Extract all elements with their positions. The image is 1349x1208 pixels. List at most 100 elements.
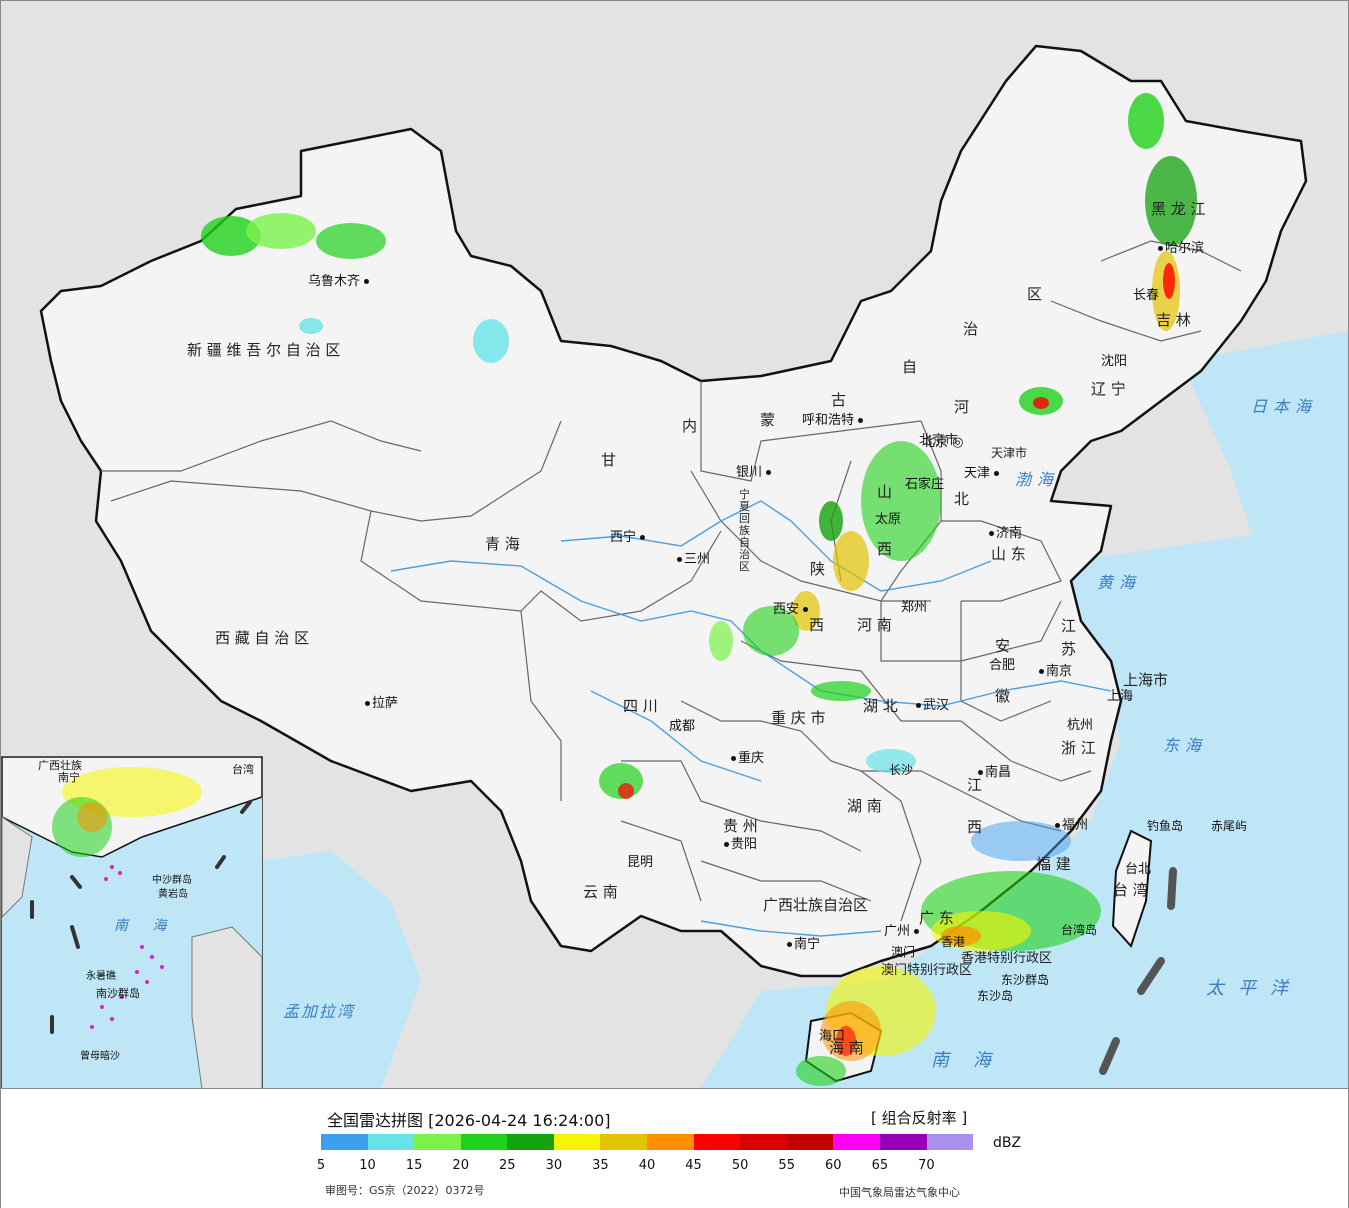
city-guiyang: 贵阳: [724, 833, 757, 852]
scale-swatch-9: [740, 1134, 787, 1150]
province-hebei-2: 北: [954, 490, 970, 508]
city-haikou-label: 海口: [819, 1029, 846, 1044]
city-nanjing: 南京: [1039, 660, 1072, 679]
province-hunan: 湖 南: [847, 797, 882, 815]
scale-swatch-5: [553, 1134, 601, 1150]
inset-zhongsha: 中沙群岛: [152, 875, 192, 886]
city-wuhan: 武汉: [916, 694, 949, 713]
inset-yongshu: 永暑礁: [86, 971, 116, 982]
city-yinchuan-dot: [766, 470, 772, 475]
province-ningxia: 宁夏回族自治区: [739, 488, 750, 573]
province-gansu: 甘: [601, 451, 617, 469]
province-shandong: 山 东: [991, 545, 1026, 563]
province-hebei-1: 河: [954, 398, 970, 416]
sea-nanhai: 南海: [931, 1050, 1015, 1071]
province-xinjiang: 新 疆 维 吾 尔 自 治 区: [187, 341, 341, 359]
scale-tick-70: 70: [918, 1158, 935, 1173]
province-liaoning: 辽 宁: [1091, 380, 1126, 398]
scale-tick-30: 30: [545, 1158, 563, 1173]
city-hangzhou-label: 杭州: [1067, 718, 1094, 733]
province-neimenggu-1: 内: [682, 417, 698, 435]
city-harbin-dot: [1158, 246, 1163, 251]
scale-tick-20: 20: [452, 1158, 469, 1173]
city-taiyuan: 太原: [875, 508, 901, 527]
city-beijing-label: 北京: [922, 435, 949, 450]
scale-swatch-13: [926, 1134, 974, 1150]
province-neimenggu-4: 自: [902, 358, 918, 376]
approval-number: 审图号：GS京（2022）0372号: [325, 1184, 485, 1197]
city-chengdu: 成都: [669, 715, 695, 734]
province-jiangxi-2: 西: [967, 818, 983, 836]
city-hohhot: 呼和浩特: [802, 409, 865, 428]
city-xining-label: 西宁: [610, 530, 637, 545]
scale-swatch-1: [367, 1134, 415, 1150]
province-neimenggu-5: 治: [963, 320, 979, 338]
unit-label: dBZ: [993, 1135, 1022, 1151]
scale-swatch-2: [414, 1134, 461, 1150]
city-changchun-label: 长春: [1133, 288, 1160, 303]
province-jiangxi-1: 江: [967, 776, 983, 794]
scale-swatch-6: [600, 1134, 648, 1150]
inset-nansha: 南沙群岛: [96, 987, 140, 1000]
province-taiwan: 台 湾: [1113, 881, 1148, 899]
city-chongqing-dot: [731, 756, 736, 761]
province-jiangsu-1: 江: [1061, 617, 1077, 635]
city-taibei: 台北: [1125, 858, 1151, 877]
scale-ticks: 5 10 15 20 25 30 35 40 45 50 55 60 65 70: [1, 1158, 1348, 1174]
scale-tick-15: 15: [405, 1158, 423, 1173]
city-xining-dot: [640, 535, 646, 540]
city-tianjin-dot: [994, 471, 1000, 476]
province-shanghai: 上海市: [1123, 671, 1169, 689]
scale-tick-65: 65: [871, 1158, 889, 1173]
scale-tick-45: 45: [685, 1158, 702, 1173]
city-xian: 西安: [773, 598, 810, 617]
city-guiyang-dot: [724, 842, 729, 847]
inset-svg: [2, 757, 262, 1088]
city-chengdu-label: 成都: [669, 719, 696, 734]
city-nanchang: 南昌: [978, 761, 1011, 780]
city-guiyang-label: 贵阳: [731, 837, 758, 852]
province-guizhou: 贵 州: [723, 817, 758, 835]
data-source: 中国气象局雷达气象中心: [839, 1186, 960, 1199]
province-hainan: 海 南: [829, 1039, 864, 1057]
city-hohhot-dot: [858, 418, 864, 423]
province-yunnan: 云 南: [583, 883, 618, 901]
city-tianjin-label: 天津: [964, 466, 991, 481]
scale-swatch-8: [693, 1134, 741, 1150]
sea-huanghai: 黄海: [1097, 573, 1142, 592]
city-lanzhou-dot: [677, 557, 682, 562]
inset-huangyan: 黄岩岛: [158, 889, 188, 900]
city-changchun: 长春: [1133, 284, 1159, 303]
city-fuzhou: 福州: [1055, 814, 1088, 833]
city-jinan: 济南: [989, 522, 1022, 541]
city-wuhan-label: 武汉: [923, 698, 950, 713]
sea-ribenhai: 日本海: [1251, 397, 1318, 416]
city-shijiazhuang: 石家庄: [905, 473, 944, 492]
city-zhengzhou: 郑州: [901, 596, 927, 615]
city-nanning: 南宁: [787, 933, 820, 952]
province-guangxi: 广西壮族自治区: [763, 896, 869, 914]
scale-tick-55: 55: [778, 1158, 795, 1173]
city-tianjin: 天津: [964, 462, 1001, 481]
city-xining: 西宁: [610, 526, 647, 545]
scale-tick-10: 10: [359, 1158, 376, 1173]
city-nanning-label: 南宁: [794, 937, 821, 952]
city-chongqing-label: 重庆: [738, 751, 765, 766]
scale-swatch-3: [460, 1134, 508, 1150]
province-chongqing: 重 庆 市: [771, 709, 826, 727]
scale-swatch-4: [507, 1134, 554, 1150]
city-taiyuan-label: 太原: [875, 512, 902, 527]
city-urumqi: 乌鲁木齐: [308, 270, 371, 289]
inset-taiwan: 台湾: [232, 763, 254, 776]
province-anhui-1: 安: [995, 637, 1011, 655]
south-china-sea-inset: 广西壮族 南宁 台湾 中沙群岛 黄岩岛 南 海 永暑礁 南沙群岛 曾母暗沙: [1, 756, 263, 1088]
scale-tick-5: 5: [316, 1158, 326, 1173]
city-nanchang-dot: [978, 770, 983, 775]
inset-guangxi: 广西壮族: [38, 759, 82, 772]
city-lhasa-label: 拉萨: [372, 696, 399, 711]
city-guangzhou-label: 广州: [884, 924, 911, 939]
city-nanjing-label: 南京: [1046, 664, 1073, 679]
island-dongshadao: 东沙岛: [977, 989, 1014, 1003]
province-neimenggu-2: 蒙: [760, 411, 776, 429]
city-taibei-label: 台北: [1125, 862, 1152, 877]
